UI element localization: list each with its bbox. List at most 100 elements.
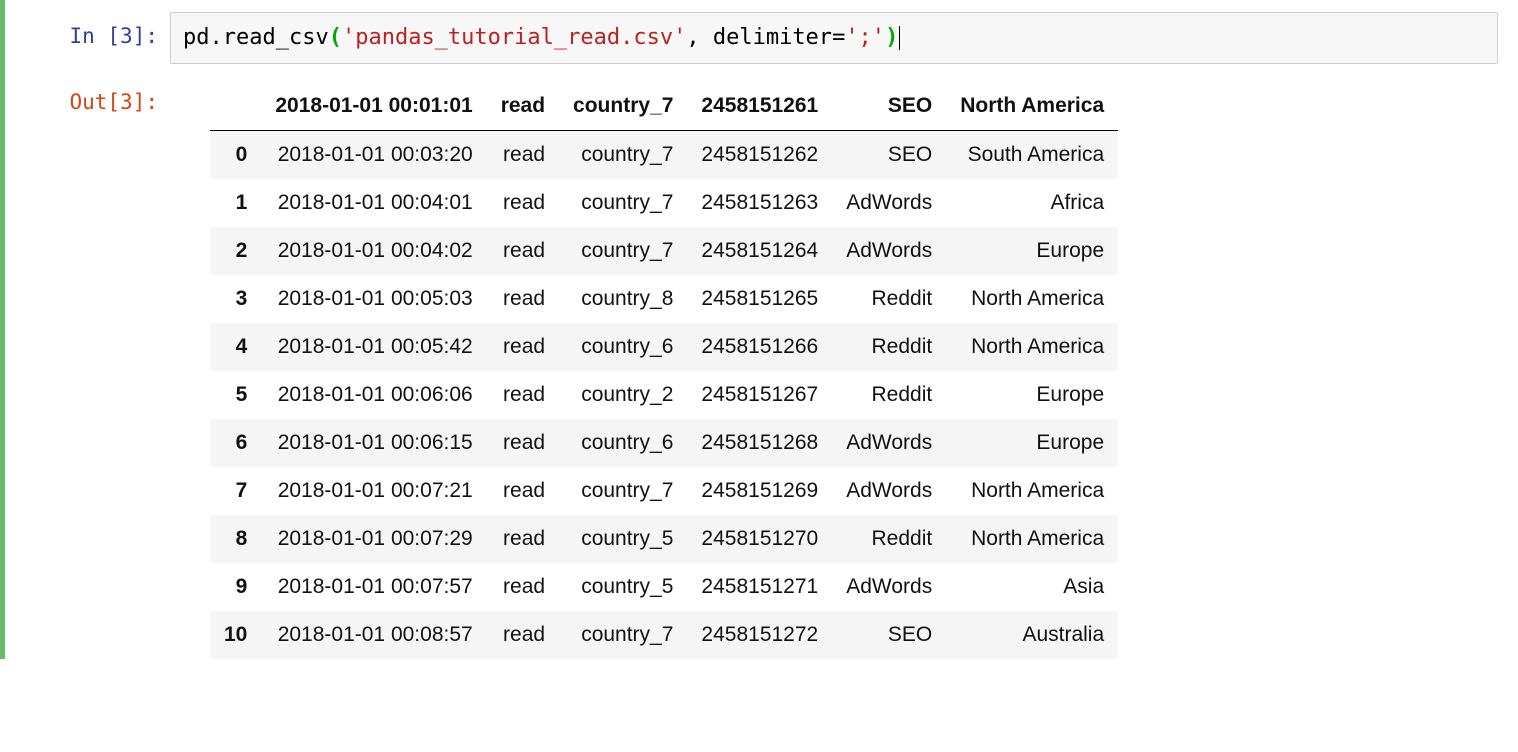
table-cell: 2458151267: [687, 371, 832, 419]
table-cell: read: [487, 467, 559, 515]
table-cell: 2458151272: [687, 611, 832, 659]
table-cell: SEO: [832, 130, 946, 179]
table-cell: 2018-01-01 00:07:21: [261, 467, 486, 515]
table-row: 62018-01-01 00:06:15readcountry_62458151…: [210, 419, 1118, 467]
table-header-row: 2018-01-01 00:01:01 read country_7 24581…: [210, 82, 1118, 131]
dataframe-output: 2018-01-01 00:01:01 read country_7 24581…: [170, 78, 1518, 659]
table-row: 52018-01-01 00:06:06readcountry_22458151…: [210, 371, 1118, 419]
table-row: 72018-01-01 00:07:21readcountry_72458151…: [210, 467, 1118, 515]
table-cell: 2018-01-01 00:04:01: [261, 179, 486, 227]
table-cell: 2458151271: [687, 563, 832, 611]
output-area: Out[3]: 2018-01-01 00:01:01 read country…: [5, 78, 1518, 659]
table-cell: read: [487, 323, 559, 371]
table-cell: 2018-01-01 00:05:42: [261, 323, 486, 371]
table-row: 92018-01-01 00:07:57readcountry_52458151…: [210, 563, 1118, 611]
code-token-comma: ,: [686, 25, 713, 50]
table-cell: Europe: [946, 371, 1118, 419]
table-cell: 2018-01-01 00:05:03: [261, 275, 486, 323]
notebook-cell: In [3]: pd.read_csv('pandas_tutorial_rea…: [0, 0, 1518, 659]
code-token-keyword: delimiter: [713, 25, 832, 50]
table-cell: SEO: [832, 611, 946, 659]
table-cell: AdWords: [832, 179, 946, 227]
table-cell: AdWords: [832, 467, 946, 515]
table-row: 42018-01-01 00:05:42readcountry_62458151…: [210, 323, 1118, 371]
column-header: North America: [946, 82, 1118, 131]
code-token-open-paren: (: [329, 25, 342, 50]
row-index: 1: [210, 179, 261, 227]
row-index: 2: [210, 227, 261, 275]
table-cell: read: [487, 611, 559, 659]
table-cell: 2018-01-01 00:04:02: [261, 227, 486, 275]
table-cell: 2458151268: [687, 419, 832, 467]
table-row: 12018-01-01 00:04:01readcountry_72458151…: [210, 179, 1118, 227]
table-cell: Reddit: [832, 371, 946, 419]
table-cell: country_6: [559, 323, 687, 371]
table-cell: Europe: [946, 227, 1118, 275]
table-cell: 2458151270: [687, 515, 832, 563]
table-cell: read: [487, 275, 559, 323]
table-cell: 2018-01-01 00:08:57: [261, 611, 486, 659]
table-cell: 2458151265: [687, 275, 832, 323]
table-cell: country_7: [559, 179, 687, 227]
table-cell: read: [487, 563, 559, 611]
table-cell: 2018-01-01 00:03:20: [261, 130, 486, 179]
table-cell: 2458151264: [687, 227, 832, 275]
table-cell: Reddit: [832, 515, 946, 563]
table-cell: North America: [946, 467, 1118, 515]
column-header: 2458151261: [687, 82, 832, 131]
column-header: 2018-01-01 00:01:01: [261, 82, 486, 131]
row-index: 10: [210, 611, 261, 659]
table-cell: country_5: [559, 563, 687, 611]
table-row: 32018-01-01 00:05:03readcountry_82458151…: [210, 275, 1118, 323]
table-cell: country_6: [559, 419, 687, 467]
table-cell: country_5: [559, 515, 687, 563]
table-cell: country_2: [559, 371, 687, 419]
code-area: pd.read_csv('pandas_tutorial_read.csv', …: [170, 12, 1498, 64]
code-token-dot: .: [210, 25, 223, 50]
table-row: 22018-01-01 00:04:02readcountry_72458151…: [210, 227, 1118, 275]
row-index: 4: [210, 323, 261, 371]
code-token-close-paren: ): [885, 25, 898, 50]
index-header: [210, 82, 261, 131]
table-cell: 2018-01-01 00:06:15: [261, 419, 486, 467]
table-row: 102018-01-01 00:08:57readcountry_7245815…: [210, 611, 1118, 659]
table-cell: 2458151262: [687, 130, 832, 179]
table-cell: 2458151269: [687, 467, 832, 515]
table-cell: country_7: [559, 611, 687, 659]
table-row: 82018-01-01 00:07:29readcountry_52458151…: [210, 515, 1118, 563]
table-cell: AdWords: [832, 227, 946, 275]
table-cell: South America: [946, 130, 1118, 179]
table-cell: AdWords: [832, 419, 946, 467]
table-cell: read: [487, 515, 559, 563]
output-prompt: Out[3]:: [5, 78, 170, 117]
row-index: 6: [210, 419, 261, 467]
table-cell: Africa: [946, 179, 1118, 227]
row-index: 9: [210, 563, 261, 611]
code-cell[interactable]: pd.read_csv('pandas_tutorial_read.csv', …: [170, 12, 1498, 64]
table-cell: North America: [946, 515, 1118, 563]
table-cell: country_7: [559, 227, 687, 275]
code-token-string: 'pandas_tutorial_read.csv': [342, 25, 686, 50]
column-header: SEO: [832, 82, 946, 131]
table-cell: country_7: [559, 467, 687, 515]
table-cell: 2018-01-01 00:07:29: [261, 515, 486, 563]
table-cell: 2018-01-01 00:07:57: [261, 563, 486, 611]
input-prompt: In [3]:: [5, 12, 170, 51]
input-area: In [3]: pd.read_csv('pandas_tutorial_rea…: [5, 12, 1518, 64]
column-header: read: [487, 82, 559, 131]
column-header: country_7: [559, 82, 687, 131]
dataframe-table: 2018-01-01 00:01:01 read country_7 24581…: [210, 82, 1118, 659]
table-cell: Reddit: [832, 323, 946, 371]
table-cell: AdWords: [832, 563, 946, 611]
table-cell: 2458151263: [687, 179, 832, 227]
table-cell: Asia: [946, 563, 1118, 611]
row-index: 7: [210, 467, 261, 515]
table-cell: Australia: [946, 611, 1118, 659]
table-cell: read: [487, 227, 559, 275]
table-cell: North America: [946, 323, 1118, 371]
table-cell: read: [487, 130, 559, 179]
row-index: 5: [210, 371, 261, 419]
table-cell: read: [487, 419, 559, 467]
row-index: 0: [210, 130, 261, 179]
table-cell: read: [487, 371, 559, 419]
